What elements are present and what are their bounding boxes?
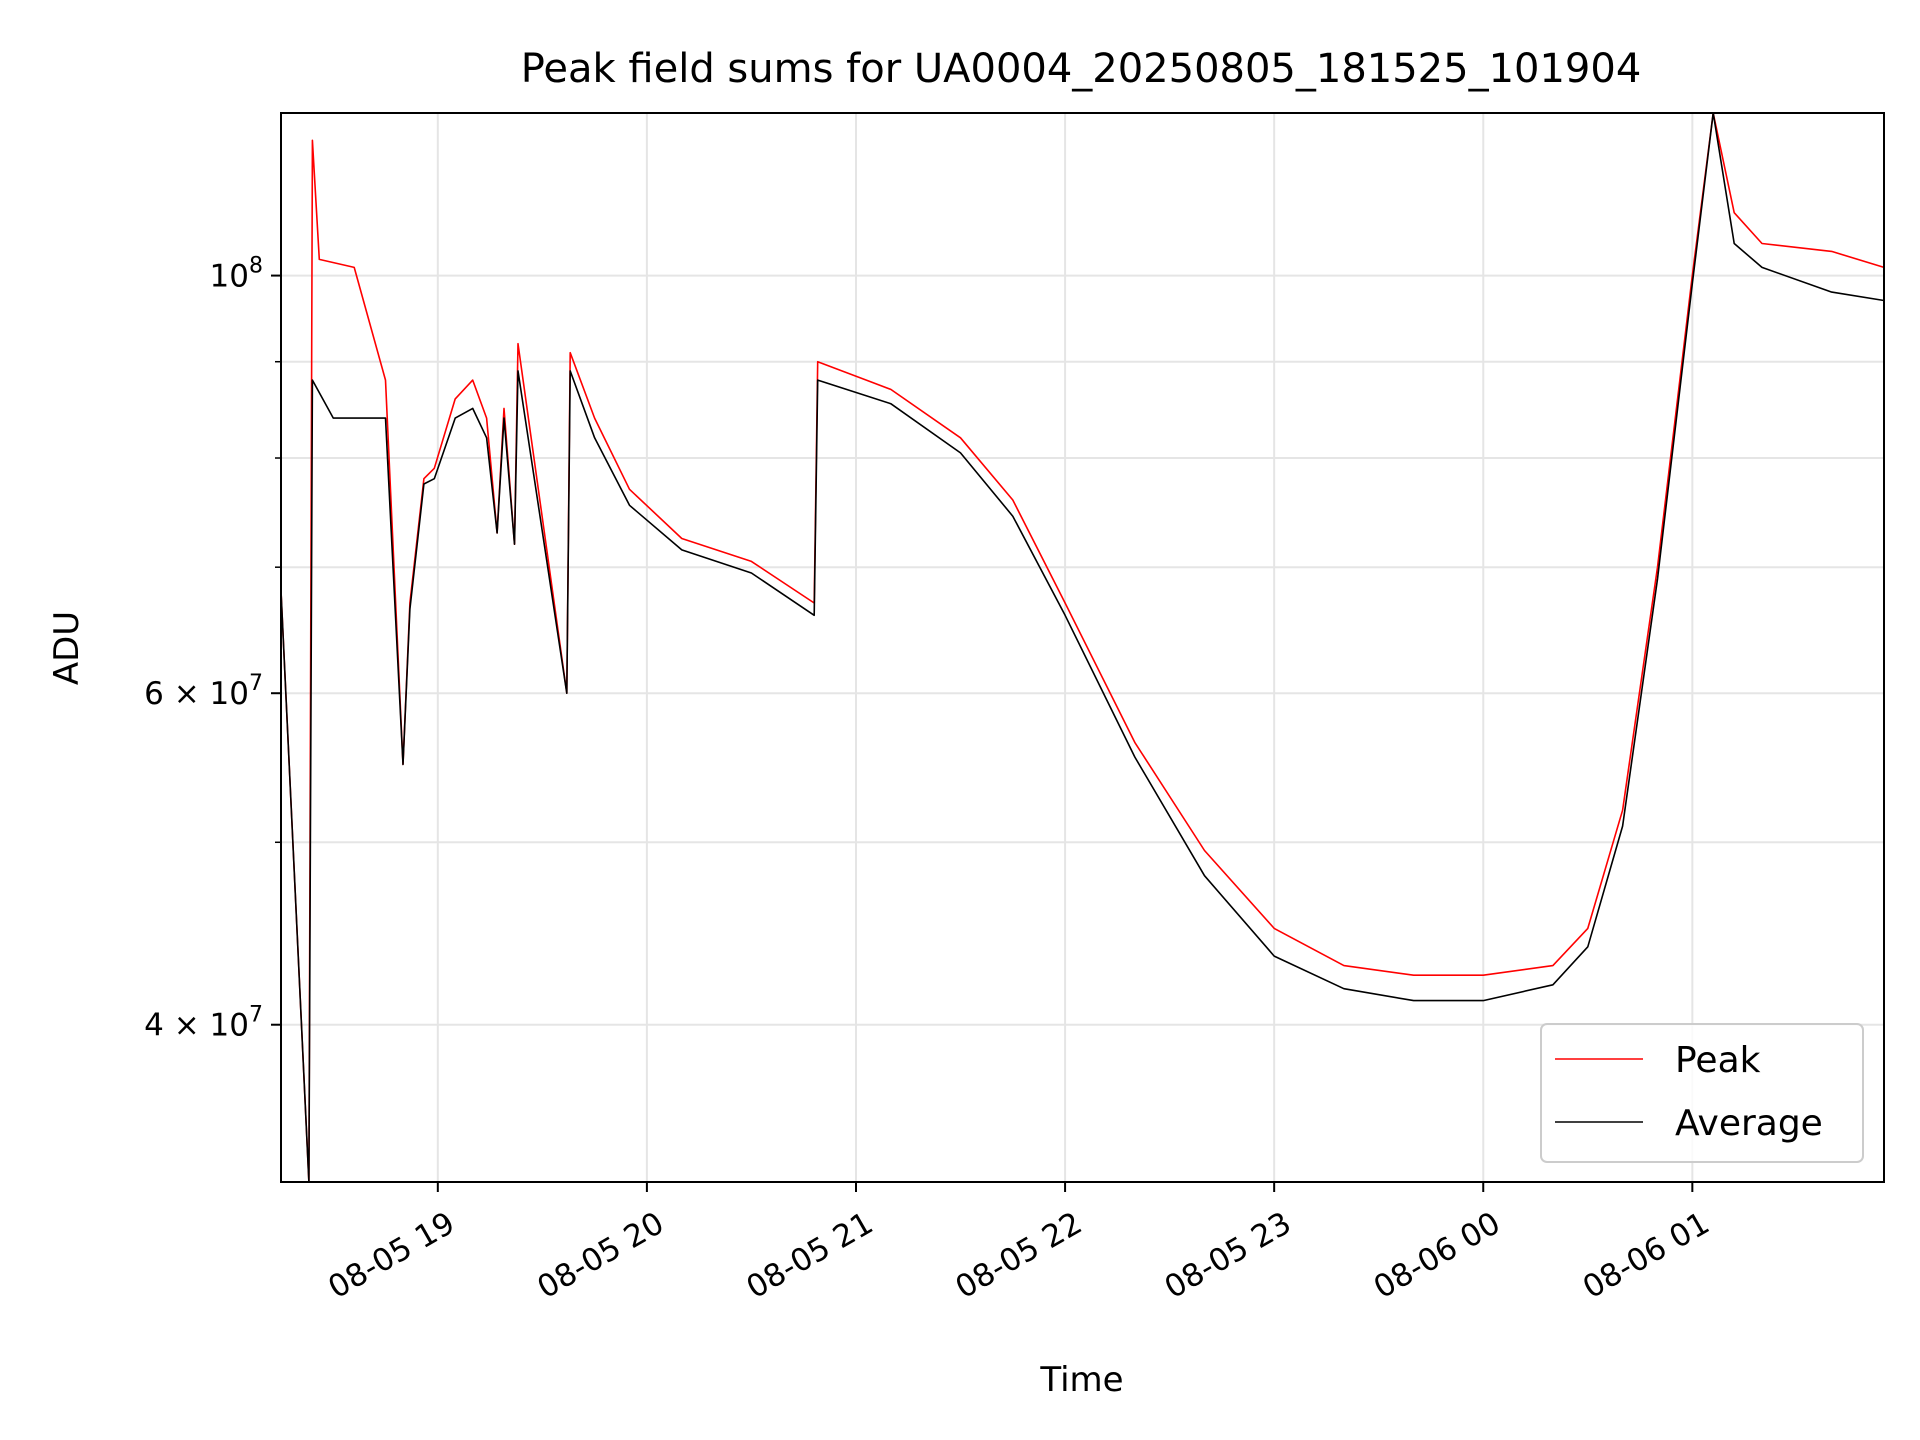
series-layer	[280, 112, 1885, 1183]
series-line-average	[280, 112, 1885, 1183]
y-tick-label: 6 × 107	[144, 671, 263, 712]
y-axis-label: ADU	[47, 611, 87, 685]
chart-title: Peak field sums for UA0004_20250805_1815…	[521, 46, 1642, 92]
y-axis: 4 × 107 6 × 107 108	[144, 254, 281, 1044]
y-tick-label: 4 × 107	[144, 1003, 263, 1044]
legend-label-average: Average	[1675, 1103, 1823, 1144]
y-tick-label: 108	[210, 254, 263, 295]
legend-label-peak: Peak	[1675, 1040, 1761, 1081]
plot-frame	[280, 112, 1885, 1183]
legend: Peak Average	[1540, 1023, 1864, 1163]
x-axis-label: Time	[1039, 1360, 1123, 1400]
